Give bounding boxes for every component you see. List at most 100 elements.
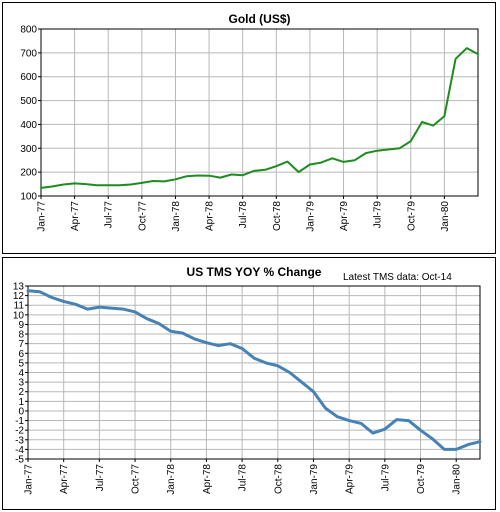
gold-chart-panel: Gold (US$) 100 200 300 400 500 600 700 800 Jan-77… bbox=[2, 2, 496, 254]
x-tick-label: Oct-77 bbox=[131, 464, 142, 494]
plot-area bbox=[40, 28, 479, 197]
data-point bbox=[197, 174, 199, 176]
x-tick-label: Jan-78 bbox=[166, 464, 177, 495]
y-tick-label: 7 bbox=[18, 339, 24, 350]
x-tick-label: Jul-78 bbox=[238, 464, 249, 492]
data-point bbox=[277, 365, 279, 367]
data-point bbox=[110, 307, 112, 309]
y-tick-label: -5 bbox=[15, 455, 24, 466]
data-point bbox=[331, 157, 333, 159]
data-point bbox=[320, 161, 322, 163]
data-point bbox=[477, 53, 479, 55]
data-point bbox=[407, 419, 409, 421]
data-point bbox=[265, 362, 267, 364]
data-point bbox=[134, 311, 136, 313]
data-point bbox=[62, 183, 64, 185]
y-tick-label: 9 bbox=[18, 320, 24, 331]
data-point bbox=[432, 124, 434, 126]
x-tick-label: Jan-77 bbox=[37, 201, 48, 232]
y-tick-label: -4 bbox=[15, 445, 24, 456]
data-point bbox=[419, 429, 421, 431]
data-point bbox=[467, 443, 469, 445]
data-point bbox=[300, 381, 302, 383]
data-point bbox=[466, 47, 468, 49]
x-tick-label: Oct-79 bbox=[416, 464, 427, 494]
data-point bbox=[74, 303, 76, 305]
plot-border bbox=[27, 285, 481, 460]
data-point bbox=[205, 342, 207, 344]
data-point bbox=[86, 308, 88, 310]
y-tick-label: 0 bbox=[18, 406, 24, 417]
x-tick-label: Jul-77 bbox=[95, 464, 106, 492]
data-point bbox=[454, 58, 456, 60]
y-tick-label: 800 bbox=[20, 25, 37, 36]
data-point bbox=[421, 121, 423, 123]
data-point bbox=[365, 152, 367, 154]
x-tick-label: Apr-79 bbox=[345, 464, 356, 494]
data-point bbox=[384, 428, 386, 430]
data-point bbox=[51, 296, 53, 298]
data-point bbox=[309, 163, 311, 165]
data-point bbox=[170, 330, 172, 332]
data-point bbox=[336, 416, 338, 418]
y-tick-label: 1 bbox=[18, 397, 24, 408]
data-point bbox=[479, 441, 481, 443]
data-point bbox=[342, 161, 344, 163]
y-tick-label: 6 bbox=[18, 349, 24, 360]
x-tick-label: Jan-79 bbox=[305, 201, 316, 232]
chart-title: Gold (US$) bbox=[229, 12, 291, 26]
data-point bbox=[241, 174, 243, 176]
x-tick-label: Apr-77 bbox=[70, 201, 81, 231]
tms-chart: US TMS YOY % Change Latest TMS data: Oct-… bbox=[13, 265, 482, 495]
data-point bbox=[219, 176, 221, 178]
data-point bbox=[443, 448, 445, 450]
y-tick-label: 600 bbox=[20, 72, 37, 83]
chart-annotation: Latest TMS data: Oct-14 bbox=[343, 272, 452, 283]
x-tick-label: Jan-80 bbox=[452, 464, 463, 495]
data-point bbox=[286, 160, 288, 162]
data-point bbox=[387, 148, 389, 150]
data-point bbox=[118, 184, 120, 186]
data-point bbox=[181, 332, 183, 334]
data-point bbox=[96, 184, 98, 186]
data-point bbox=[185, 175, 187, 177]
data-point bbox=[230, 173, 232, 175]
x-tick-label: Jul-79 bbox=[380, 464, 391, 492]
data-point bbox=[360, 422, 362, 424]
y-tick-label: 500 bbox=[20, 96, 37, 107]
data-point bbox=[129, 183, 131, 185]
data-point bbox=[324, 407, 326, 409]
data-point bbox=[241, 347, 243, 349]
data-point bbox=[152, 180, 154, 182]
data-point bbox=[163, 180, 165, 182]
data-point bbox=[354, 159, 356, 161]
data-point bbox=[27, 290, 29, 292]
data-point bbox=[39, 291, 41, 293]
y-tick-label: 100 bbox=[20, 192, 37, 203]
series-line bbox=[40, 47, 479, 189]
y-tick-label: -3 bbox=[15, 435, 24, 446]
x-tick-label: Oct-78 bbox=[272, 201, 283, 231]
y-tick-label: 400 bbox=[20, 120, 37, 131]
data-point bbox=[253, 357, 255, 359]
gold-chart: Gold (US$) 100 200 300 400 500 600 700 800 Jan-77… bbox=[20, 12, 479, 232]
y-tick-label: 4 bbox=[18, 368, 24, 379]
x-tick-label: Apr-79 bbox=[339, 201, 350, 231]
data-point bbox=[174, 178, 176, 180]
x-tick-label: Apr-78 bbox=[202, 464, 213, 494]
y-tick-label: 12 bbox=[13, 291, 25, 302]
data-point bbox=[298, 171, 300, 173]
data-point bbox=[193, 338, 195, 340]
data-point bbox=[141, 182, 143, 184]
data-point bbox=[455, 448, 457, 450]
data-point bbox=[122, 308, 124, 310]
data-point bbox=[229, 342, 231, 344]
y-tick-label: 5 bbox=[18, 358, 24, 369]
x-tick-label: Jan-77 bbox=[24, 464, 35, 495]
y-tick-label: 300 bbox=[20, 144, 37, 155]
data-point bbox=[288, 371, 290, 373]
series-line bbox=[26, 289, 482, 451]
data-point bbox=[275, 165, 277, 167]
y-tick-label: 3 bbox=[18, 378, 24, 389]
data-point bbox=[264, 169, 266, 171]
